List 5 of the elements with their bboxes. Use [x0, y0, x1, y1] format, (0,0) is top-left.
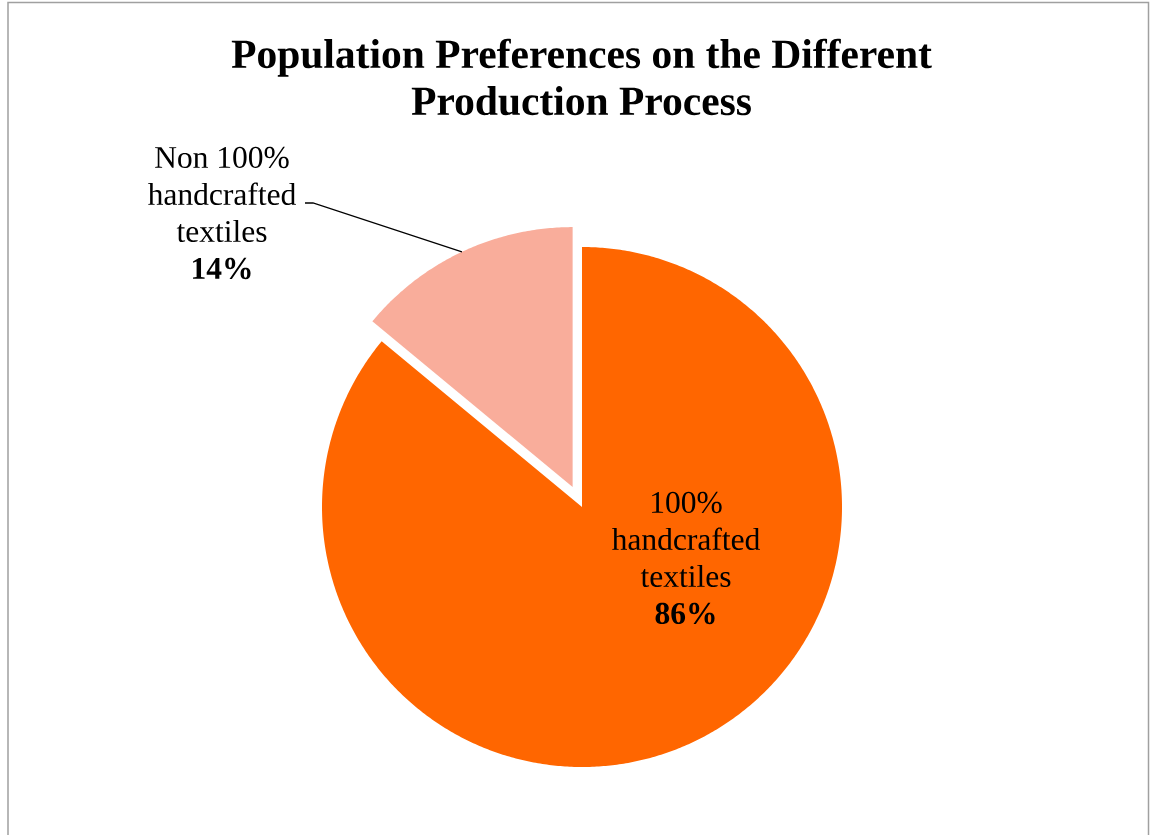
slice-label: Non 100% handcrafted textiles — [147, 146, 296, 243]
slice-label: 100% handcrafted textiles — [611, 491, 760, 588]
data-label: 14% — [193, 257, 251, 280]
chart-title: Population Preferences on the Different Production Process — [231, 38, 932, 116]
data-label: 86% — [655, 602, 715, 625]
